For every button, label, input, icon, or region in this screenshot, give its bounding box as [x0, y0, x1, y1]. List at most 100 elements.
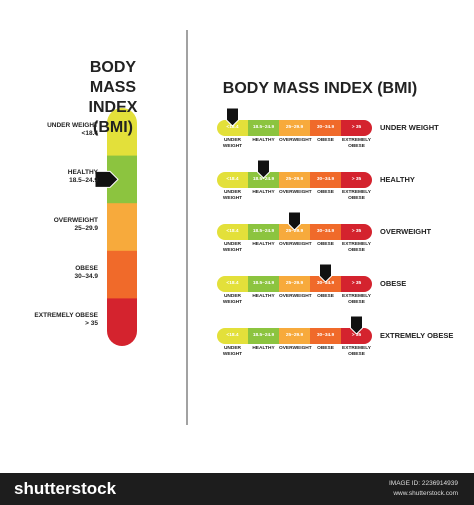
pointer — [257, 159, 270, 179]
bar-segment — [217, 328, 249, 344]
bar-segment — [341, 328, 372, 344]
segment-range: > 35 — [351, 177, 362, 182]
segment-name: OVERWEIGHT — [279, 346, 312, 351]
segment-name: EXTREMELY OBESE — [342, 138, 371, 149]
segment-name: OVERWEIGHT — [279, 294, 312, 299]
bar-segment — [248, 172, 280, 188]
segment-range: 30–34.9 — [316, 177, 335, 182]
segment-range: 25–29.9 — [285, 125, 304, 130]
segment-range: 18.5–24.9 — [252, 333, 275, 338]
segment-range: <18.4 — [226, 333, 239, 338]
left-label: OVERWEIGHT — [53, 217, 98, 224]
segment-range: 18.5–24.9 — [252, 177, 275, 182]
segment-range: 25–29.9 — [285, 333, 304, 338]
row-label: HEALTHY — [380, 175, 415, 184]
segment-name: OBESE — [317, 138, 334, 143]
left-label: UNDER WEIGHT — [47, 121, 98, 129]
bar-segment — [279, 328, 311, 344]
footer-brand: shutterstock — [14, 479, 117, 498]
pointer — [319, 263, 332, 283]
bar-segment — [341, 172, 372, 188]
segment-range: > 35 — [351, 125, 362, 130]
left-range: 30–34.9 — [74, 272, 99, 280]
segment-name: EXTREMELY OBESE — [342, 190, 371, 201]
left-range: > 35 — [85, 320, 98, 328]
segment-range: 18.5–24.9 — [252, 125, 275, 130]
bar-segment — [217, 224, 249, 240]
segment-range: 30–34.9 — [316, 229, 335, 234]
segment-range: 18.5–24.9 — [252, 281, 275, 286]
bar-segment — [248, 276, 280, 292]
bar-segment — [248, 120, 280, 136]
segment-name: OBESE — [317, 294, 334, 299]
segment-name: OBESE — [317, 346, 334, 351]
segment-name: OVERWEIGHT — [279, 190, 312, 195]
bar-segment — [341, 276, 372, 292]
bar-segment — [248, 328, 280, 344]
segment-name: HEALTHY — [252, 242, 275, 247]
segment-range: 25–29.9 — [285, 229, 304, 234]
segment-name: HEALTHY — [252, 346, 275, 351]
segment-name: EXTREMELY OBESE — [342, 346, 371, 357]
bar-segment — [217, 172, 249, 188]
segment-name: HEALTHY — [252, 138, 275, 143]
bar-segment — [341, 224, 372, 240]
segment-range: 25–29.9 — [285, 177, 304, 182]
bar-segment — [279, 120, 311, 136]
segment-name: OBESE — [317, 242, 334, 247]
left-label: EXTREMELY OBESE — [34, 312, 98, 320]
footer-site: www.shutterstock.com — [393, 490, 458, 497]
bar-segment — [310, 172, 342, 188]
segment-range: 18.5–24.9 — [252, 229, 275, 234]
bar-segment — [341, 120, 372, 136]
pointer — [288, 211, 301, 231]
segment-range: <18.4 — [226, 281, 239, 286]
segment-range: > 35 — [351, 281, 362, 286]
bar-segment — [279, 224, 311, 240]
footer: shutterstock IMAGE ID: 2236914939 www.sh… — [0, 473, 474, 505]
left-segment — [107, 250, 137, 299]
pointer — [226, 107, 239, 127]
segment-name: OVERWEIGHT — [279, 138, 312, 143]
left-segment — [107, 108, 137, 157]
segment-name: OBESE — [317, 190, 334, 195]
left-title: BODY MASS INDEX (BMI) — [88, 59, 138, 136]
left-label: OBESE — [75, 264, 98, 272]
segment-name: EXTREMELY OBESE — [342, 294, 371, 305]
segment-name: UNDER WEIGHT — [222, 190, 243, 201]
segment-range: > 35 — [351, 229, 362, 234]
segment-range: 30–34.9 — [316, 281, 335, 286]
segment-name: UNDER WEIGHT — [222, 346, 243, 357]
segment-name: EXTREMELY OBESE — [342, 242, 371, 253]
bar-segment — [248, 224, 280, 240]
segment-name: UNDER WEIGHT — [222, 242, 243, 253]
pointer — [350, 315, 363, 335]
segment-name: UNDER WEIGHT — [222, 138, 243, 149]
right-title: BODY MASS INDEX (BMI) — [222, 80, 418, 97]
bar-segment — [310, 224, 342, 240]
left-range: 18.5–24.9 — [69, 177, 98, 185]
bar-segment — [217, 276, 249, 292]
segment-range: 30–34.9 — [316, 333, 335, 338]
row-label: OBESE — [380, 279, 407, 288]
segment-range: 25–29.9 — [285, 281, 304, 286]
segment-range: > 35 — [351, 333, 362, 338]
segment-name: OVERWEIGHT — [279, 242, 312, 247]
bar-segment — [310, 120, 342, 136]
left-label: HEALTHY — [67, 169, 98, 177]
segment-name: HEALTHY — [252, 294, 275, 299]
left-segment — [107, 298, 137, 346]
left-segment — [107, 203, 137, 252]
row-label: EXTREMELY OBESE — [380, 331, 454, 340]
segment-range: <18.4 — [226, 229, 239, 234]
segment-name: UNDER WEIGHT — [222, 294, 243, 305]
bar-segment — [310, 328, 342, 344]
bar-segment — [279, 172, 311, 188]
segment-range: <18.4 — [226, 177, 239, 182]
left-range: 25–29.9 — [74, 225, 99, 232]
bar-segment — [217, 120, 249, 136]
bar-segment — [310, 276, 342, 292]
left-pointer — [94, 170, 119, 188]
